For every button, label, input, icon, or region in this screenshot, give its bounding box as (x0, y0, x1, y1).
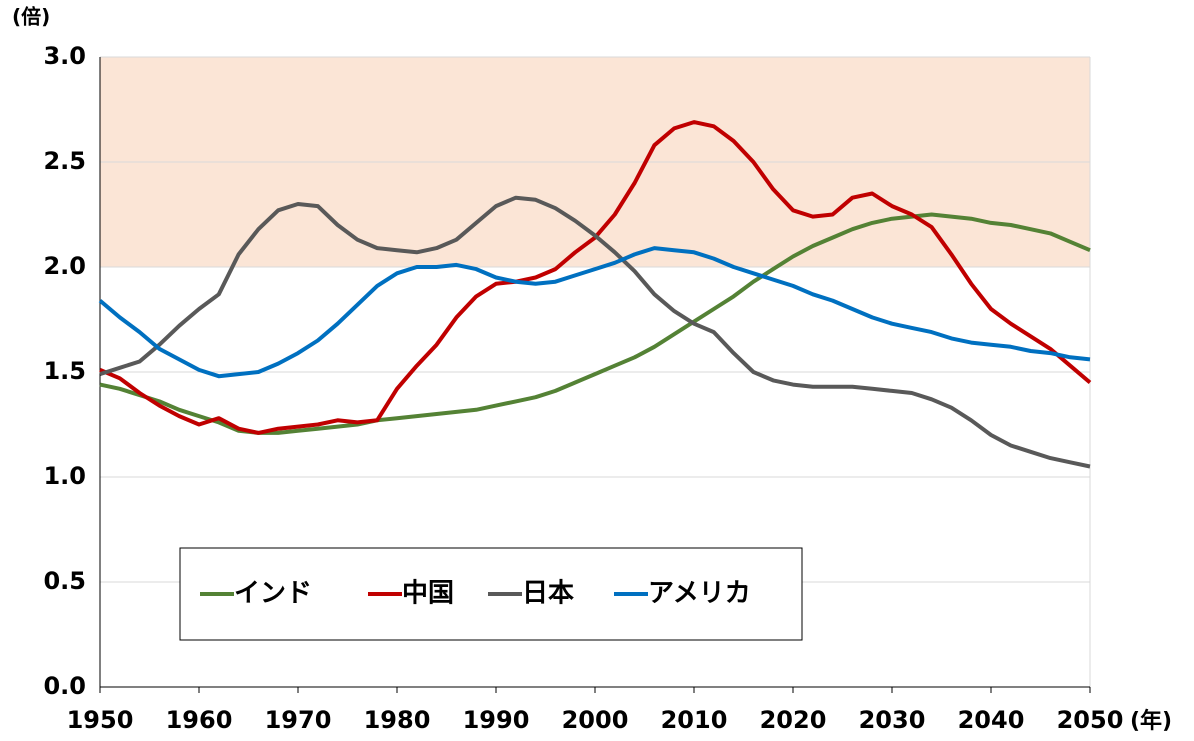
x-tick-label: 1980 (364, 706, 431, 734)
y-tick-label: 1.5 (43, 357, 86, 385)
x-tick-label: 1960 (166, 706, 233, 734)
legend-label: 日本 (522, 579, 574, 609)
x-tick-label: 1970 (265, 706, 332, 734)
legend-label: アメリカ (648, 579, 751, 609)
y-tick-label: 2.0 (43, 252, 86, 280)
x-tick-label: 2020 (760, 706, 827, 734)
y-unit: (倍) (12, 5, 50, 29)
legend-label: インド (234, 579, 312, 609)
legend-label: 中国 (402, 579, 454, 609)
x-tick-label: 1990 (463, 706, 530, 734)
x-unit: (年) (1130, 708, 1172, 734)
y-tick-label: 0.5 (43, 567, 86, 595)
y-tick-label: 2.5 (43, 147, 86, 175)
x-tick-label: 2050 (1057, 706, 1124, 734)
y-tick-label: 0.0 (43, 672, 86, 700)
x-tick-label: 2030 (859, 706, 926, 734)
line-series (99, 195, 1091, 469)
x-tick-label: 2040 (958, 706, 1025, 734)
y-tick-label: 1.0 (43, 462, 86, 490)
x-tick-label: 2010 (661, 706, 728, 734)
x-tick-label: 2000 (562, 706, 629, 734)
line-series (98, 246, 1091, 379)
y-tick-label: 3.0 (43, 42, 86, 70)
x-tick-label: 1950 (67, 706, 134, 734)
